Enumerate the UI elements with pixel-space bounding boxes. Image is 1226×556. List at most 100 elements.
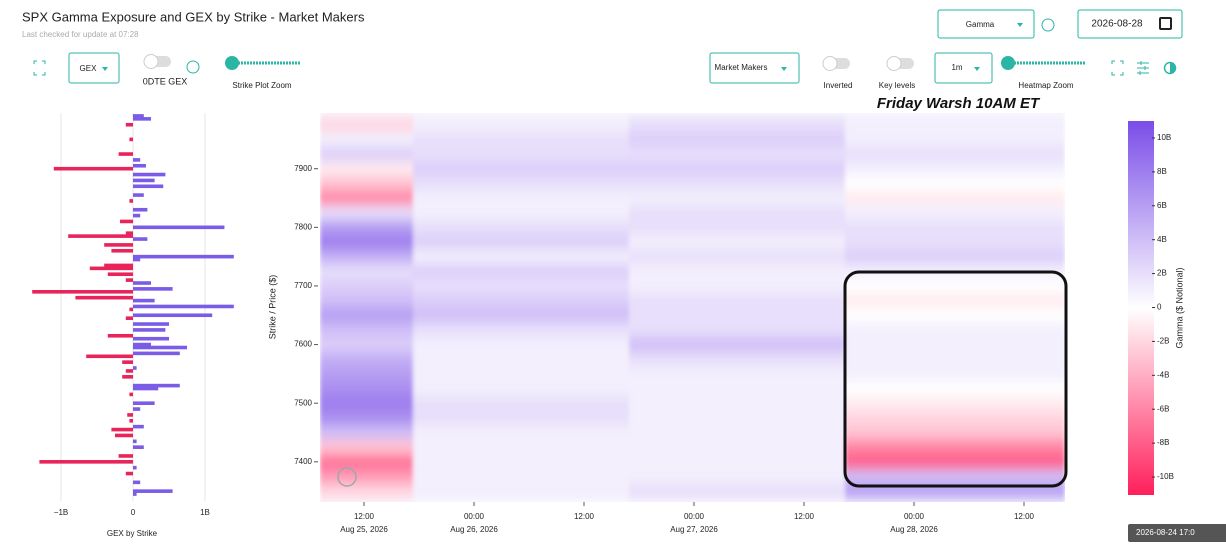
calendar-icon[interactable] bbox=[1159, 17, 1172, 30]
slider-knob[interactable] bbox=[225, 56, 239, 70]
heatmap-cell bbox=[629, 117, 845, 133]
bar bbox=[133, 213, 141, 218]
bar bbox=[133, 383, 180, 388]
bar bbox=[133, 158, 141, 162]
heatmap-cell bbox=[629, 381, 845, 397]
logo bbox=[337, 467, 357, 487]
bar bbox=[53, 166, 133, 171]
heatmap-cell bbox=[413, 219, 629, 236]
heatmap-cell bbox=[320, 132, 413, 148]
heatmap-cell bbox=[320, 439, 413, 455]
bar bbox=[107, 272, 133, 277]
heatmap-cell bbox=[320, 483, 413, 499]
x-tick-date: Aug 26, 2026 bbox=[450, 525, 498, 534]
bar bbox=[122, 375, 133, 379]
heatmap-cell bbox=[320, 337, 413, 353]
caret bbox=[781, 67, 787, 71]
toggle-label: Key levels bbox=[879, 81, 915, 90]
gex-select[interactable] bbox=[68, 52, 120, 84]
bar bbox=[133, 313, 213, 318]
heatmap-cell bbox=[629, 366, 845, 382]
bar bbox=[127, 413, 133, 417]
info-icon[interactable] bbox=[186, 60, 200, 74]
bar bbox=[133, 328, 166, 332]
heatmap-cell bbox=[413, 425, 629, 441]
x-tick-time: 12:00 bbox=[574, 512, 595, 521]
title: SPX Gamma Exposure and GEX by Strike - M… bbox=[22, 9, 365, 24]
interval-select[interactable] bbox=[934, 52, 993, 84]
bar bbox=[133, 445, 144, 449]
annotation: Friday Warsh 10AM ET bbox=[877, 95, 1041, 112]
toggle-label: 0DTE GEX bbox=[143, 76, 188, 86]
expand-icon[interactable] bbox=[33, 60, 46, 76]
bar bbox=[125, 231, 133, 235]
y-axis-label: Strike / Price ($) bbox=[267, 275, 277, 340]
x-tick-label: 1B bbox=[200, 508, 210, 517]
gamma-select[interactable] bbox=[937, 9, 1035, 39]
heatmap-cell bbox=[413, 234, 629, 250]
heatmap-cell bbox=[629, 410, 845, 426]
settings-icon[interactable] bbox=[1137, 61, 1149, 75]
bar bbox=[125, 369, 133, 373]
heatmap-cell bbox=[413, 293, 629, 309]
bar bbox=[118, 454, 133, 458]
heatmap-cell bbox=[413, 205, 629, 221]
heatmap-cell bbox=[845, 249, 1065, 265]
info-icon[interactable] bbox=[1041, 18, 1055, 32]
bar bbox=[111, 248, 133, 253]
bar bbox=[86, 354, 133, 359]
heatmap-cell bbox=[845, 439, 1065, 455]
heatmap-cell bbox=[320, 351, 413, 368]
bar bbox=[129, 307, 133, 312]
expand-icon[interactable] bbox=[1111, 60, 1124, 76]
colorbar-tick-label: 8B bbox=[1157, 167, 1167, 176]
mm-select-label: Market Makers bbox=[715, 63, 768, 72]
heatmap-cell bbox=[845, 190, 1065, 206]
heatmap-cell bbox=[629, 439, 845, 455]
x-tick-time: 00:00 bbox=[904, 512, 925, 521]
caret bbox=[1017, 23, 1023, 27]
x-tick-time: 00:00 bbox=[464, 512, 485, 521]
heatmap-cell bbox=[629, 234, 845, 250]
x-tick-time: 12:00 bbox=[354, 512, 375, 521]
heatmap-cell bbox=[320, 219, 413, 236]
heatmap-cell bbox=[845, 234, 1065, 250]
heatmap-cell bbox=[629, 483, 845, 499]
bar bbox=[129, 199, 133, 203]
heatmap-cell bbox=[320, 263, 413, 280]
slider-knob[interactable] bbox=[1001, 56, 1015, 70]
bar bbox=[133, 178, 155, 183]
heatmap-cell bbox=[413, 351, 629, 368]
colorbar-tick-label: 0 bbox=[1157, 303, 1162, 312]
bar bbox=[68, 234, 133, 238]
mm-select[interactable] bbox=[709, 52, 800, 84]
bar bbox=[133, 184, 164, 189]
bar bbox=[111, 427, 133, 432]
bar bbox=[133, 193, 144, 197]
bar bbox=[133, 237, 148, 241]
colorbar-tick-label: 6B bbox=[1157, 201, 1167, 210]
heatmap-cell bbox=[629, 205, 845, 221]
x-axis-label: GEX by Strike bbox=[107, 529, 158, 538]
heatmap-cell bbox=[413, 307, 629, 324]
bar bbox=[118, 152, 133, 156]
bar bbox=[133, 225, 225, 230]
heatmap-cell bbox=[413, 146, 629, 162]
y-tick-label: 7400 bbox=[294, 457, 312, 466]
date-picker[interactable] bbox=[1077, 9, 1183, 39]
bar bbox=[133, 117, 151, 121]
bar bbox=[133, 489, 173, 493]
x-tick-label: −1B bbox=[54, 508, 68, 517]
bar bbox=[115, 433, 133, 438]
heatmap-cell bbox=[413, 483, 629, 499]
slider-label: Strike Plot Zoom bbox=[232, 81, 291, 90]
heatmap-cell bbox=[320, 410, 413, 426]
bar bbox=[133, 424, 144, 429]
gex-select-label: GEX bbox=[80, 64, 98, 73]
heatmap-cell bbox=[629, 322, 845, 338]
heatmap-cell bbox=[629, 219, 845, 236]
heatmap-cell bbox=[845, 307, 1065, 324]
x-tick-date: Aug 27, 2026 bbox=[670, 525, 718, 534]
heatmap-cell bbox=[629, 132, 845, 148]
